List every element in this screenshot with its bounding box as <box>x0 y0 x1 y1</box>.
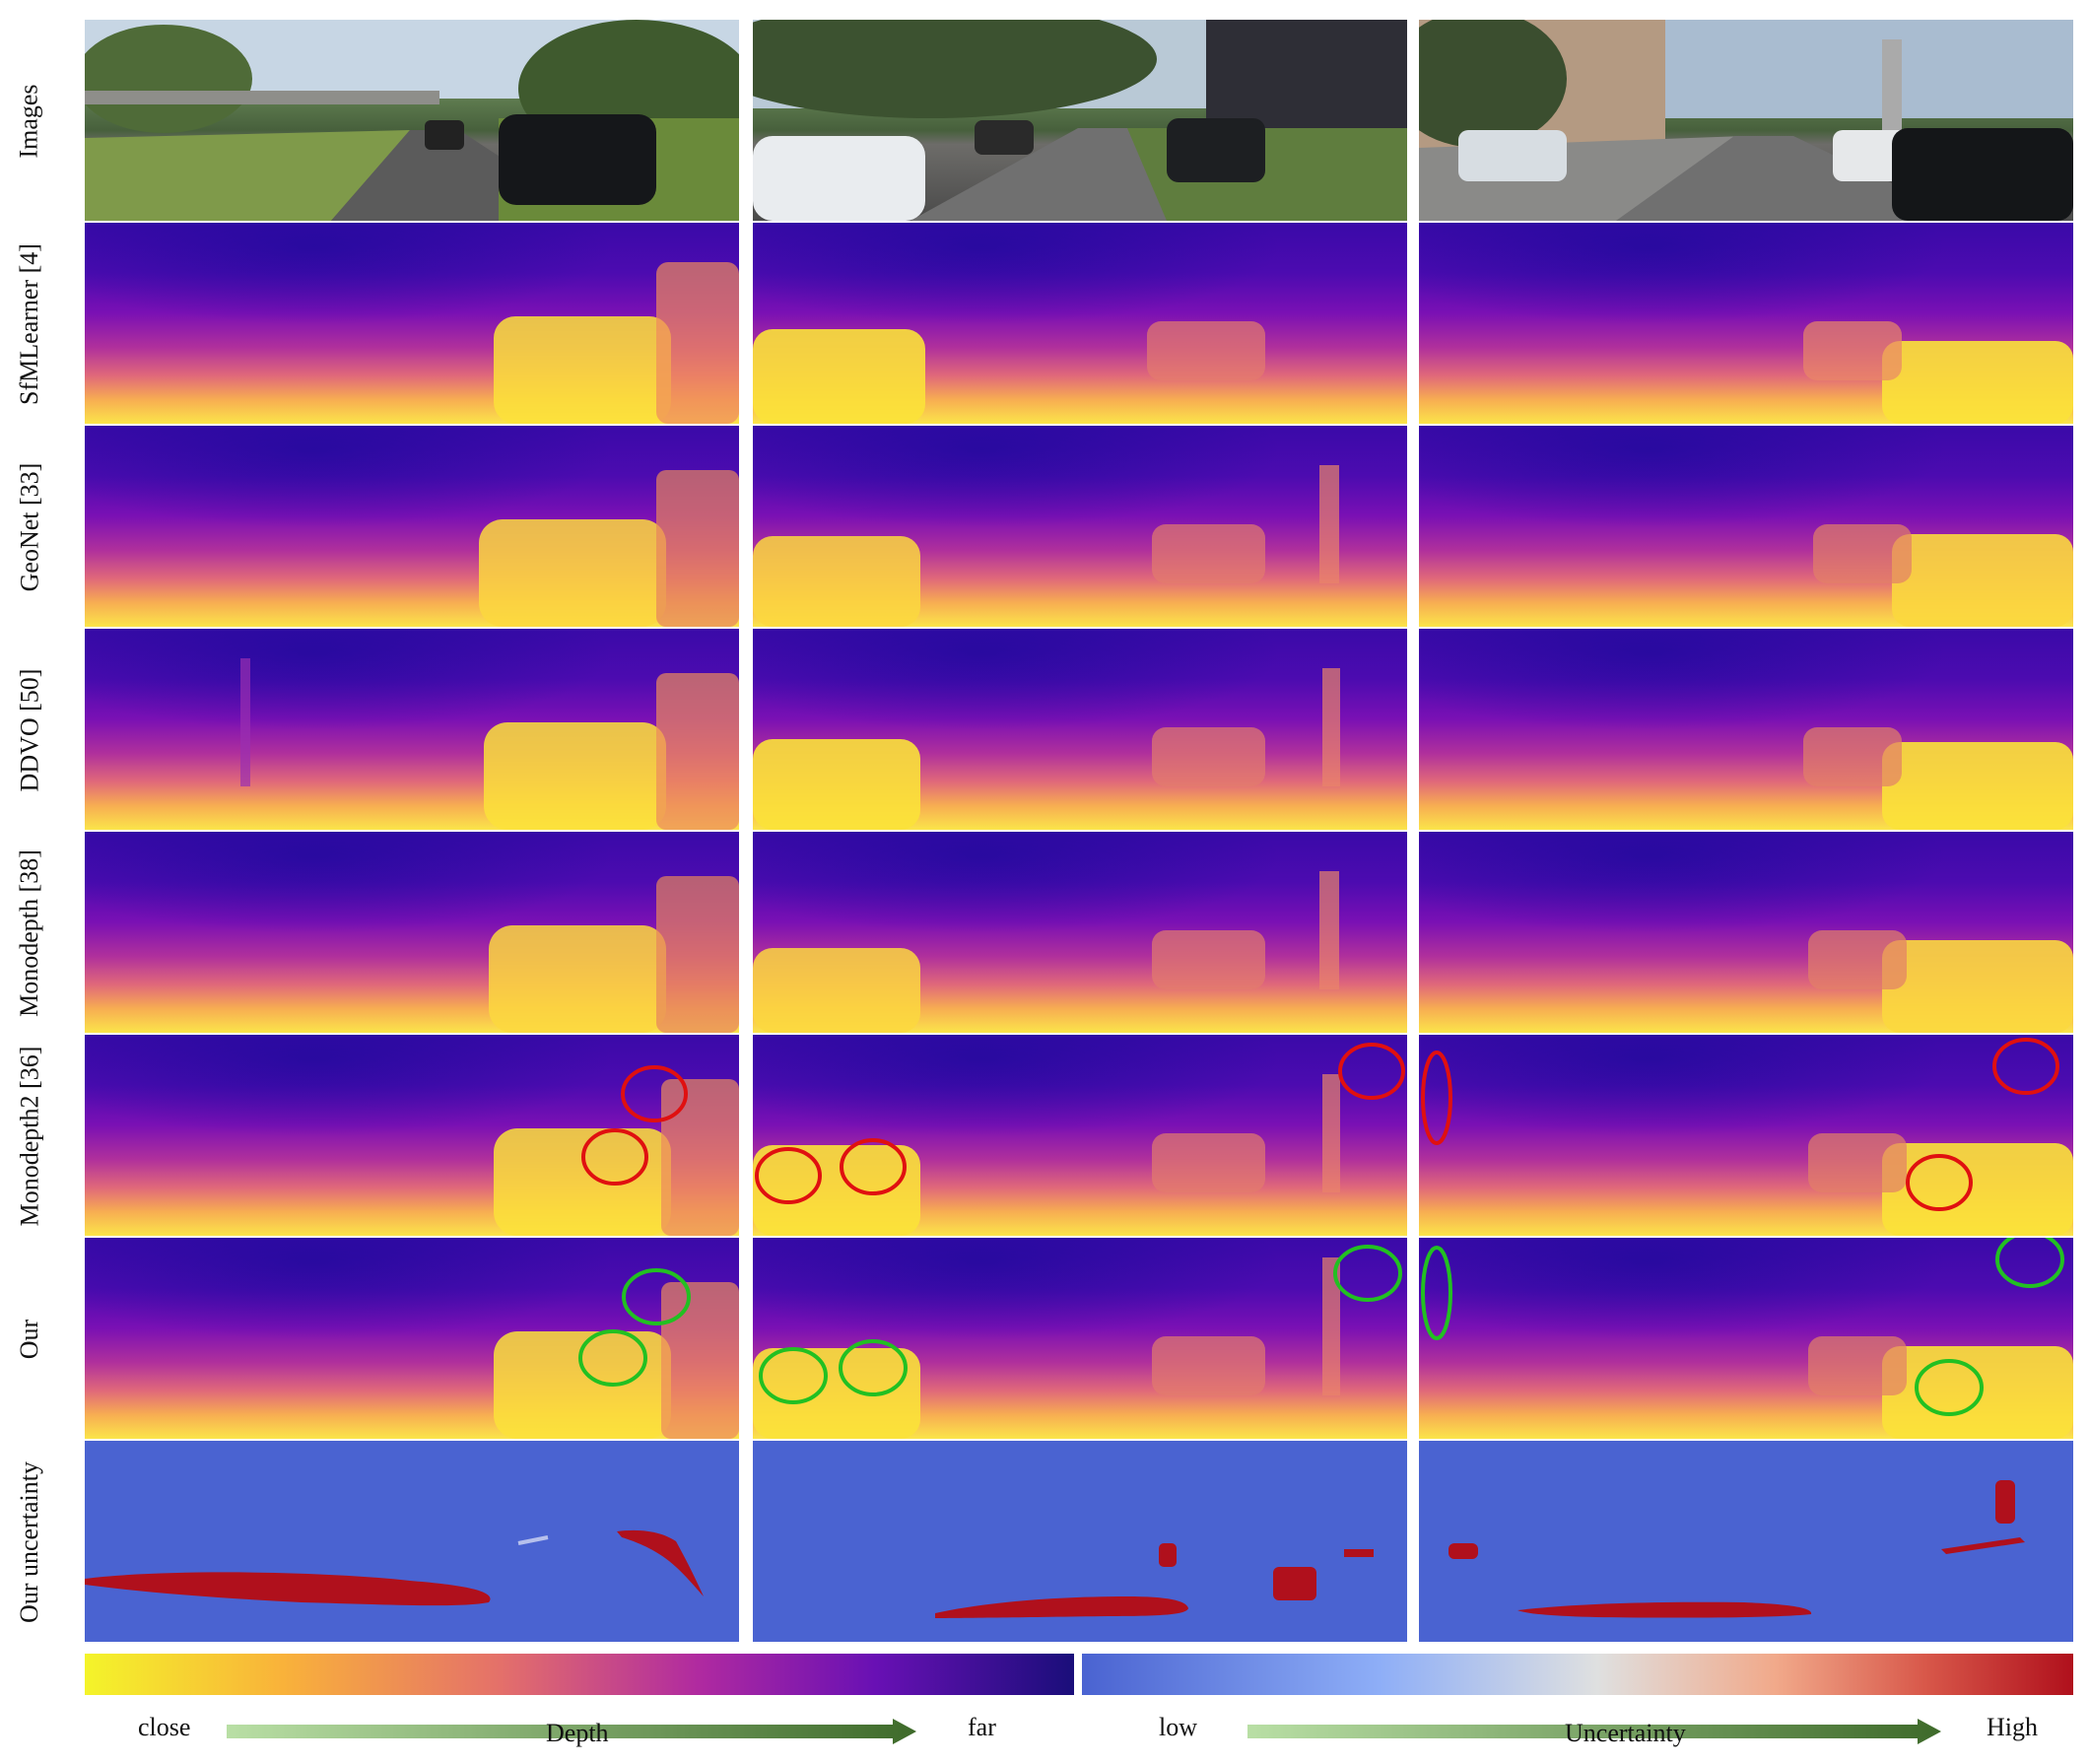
highlight-circle-red <box>755 1147 822 1204</box>
depth-arrow <box>227 1719 916 1744</box>
uncertainty-axis-label: Uncertainty <box>1565 1719 1686 1747</box>
depth-monodepth2-scene-3 <box>1419 1035 2073 1236</box>
depth-ddvo-scene-2 <box>753 629 1407 830</box>
input-image-scene-3 <box>1419 20 2073 221</box>
uncertainty-arrow <box>1247 1719 1941 1744</box>
row-label-ddvo: DDVO [50] <box>15 668 44 791</box>
depth-geonet-scene-3 <box>1419 426 2073 627</box>
highlight-circle-red <box>1906 1154 1973 1211</box>
highlight-circle-green <box>1995 1238 2064 1288</box>
highlight-circle-green <box>759 1347 828 1404</box>
highlight-circle-red <box>1992 1038 2059 1095</box>
depth-ddvo-scene-1 <box>85 629 739 830</box>
depth-monodepth2-scene-2 <box>753 1035 1407 1236</box>
depth-monodepth-scene-3 <box>1419 832 2073 1033</box>
input-image-scene-1 <box>85 20 739 221</box>
highlight-circle-red <box>1338 1043 1405 1100</box>
depth-ours-scene-1 <box>85 1238 739 1439</box>
depth-ours-scene-3 <box>1419 1238 2073 1439</box>
row-label-ours: Our <box>15 1319 43 1359</box>
uncertainty-colorbar <box>1082 1654 2073 1695</box>
highlight-circle-green <box>1421 1246 1452 1340</box>
row-label-monodepth: Monodepth [38] <box>15 848 44 1017</box>
row-label-uncertainty: Our uncertainty <box>15 1460 44 1623</box>
highlight-circle-green <box>839 1339 908 1396</box>
row-label-images: Images <box>15 83 43 159</box>
uncertainty-ours-scene-1 <box>85 1441 739 1642</box>
uncertainty-high-label: High <box>1987 1713 2038 1741</box>
depth-sfmlearner-scene-3 <box>1419 223 2073 424</box>
depth-ours-scene-2 <box>753 1238 1407 1439</box>
uncertainty-ours-scene-3 <box>1419 1441 2073 1642</box>
depth-colorbar <box>85 1654 1074 1695</box>
depth-monodepth-scene-1 <box>85 832 739 1033</box>
row-label-sfmlearner: SfMLearner [4] <box>15 242 43 405</box>
depth-sfmlearner-scene-1 <box>85 223 739 424</box>
highlight-circle-green <box>622 1268 691 1325</box>
highlight-circle-green <box>578 1329 647 1387</box>
highlight-circle-red <box>581 1128 648 1186</box>
input-image-scene-2 <box>753 20 1407 221</box>
depth-monodepth-scene-2 <box>753 832 1407 1033</box>
depth-close-label: close <box>138 1713 191 1741</box>
highlight-circle-red <box>840 1138 907 1195</box>
row-label-geonet: GeoNet [33] <box>15 462 43 591</box>
depth-geonet-scene-1 <box>85 426 739 627</box>
highlight-circle-red <box>621 1065 688 1122</box>
depth-geonet-scene-2 <box>753 426 1407 627</box>
highlight-circle-green <box>1915 1359 1984 1416</box>
uncertainty-low-label: low <box>1159 1713 1197 1741</box>
depth-monodepth2-scene-1 <box>85 1035 739 1236</box>
depth-ddvo-scene-3 <box>1419 629 2073 830</box>
highlight-circle-red <box>1421 1051 1452 1145</box>
highlight-circle-green <box>1333 1245 1402 1302</box>
depth-sfmlearner-scene-2 <box>753 223 1407 424</box>
row-label-monodepth2: Monodepth2 [36] <box>15 1046 44 1226</box>
depth-far-label: far <box>968 1713 996 1741</box>
depth-axis-label: Depth <box>546 1719 609 1747</box>
uncertainty-ours-scene-2 <box>753 1441 1407 1642</box>
